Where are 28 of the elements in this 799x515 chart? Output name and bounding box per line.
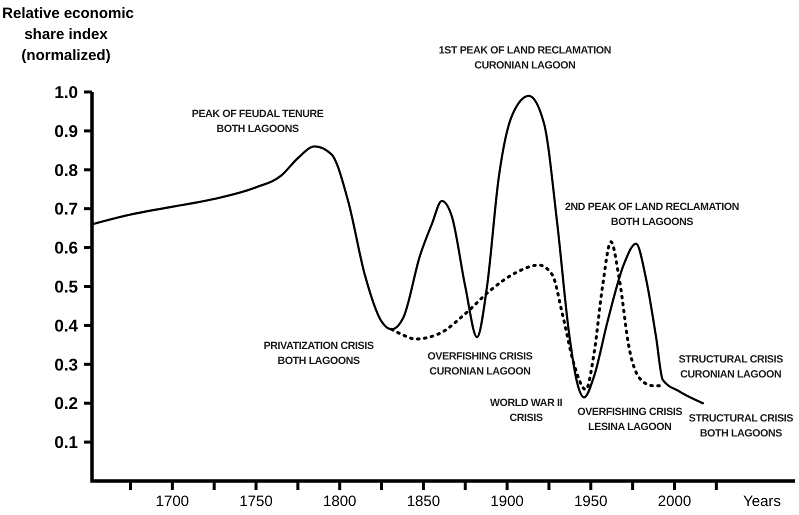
x-tick-label: 2000 [658,493,692,510]
annotation: 1ST PEAK OF LAND RECLAMATION CURONIAN LAGOON [438,44,611,72]
annotation: OVERFISHING CRISIS CURONIAN LAGOON [428,350,533,378]
y-tick-label: 0.2 [54,394,78,414]
annotation: STRUCTURAL CRISIS CURONIAN LAGOON [678,353,784,380]
annotation: PRIVATIZATION CRISIS BOTH LAGOONS [264,340,374,367]
y-tick-label: 0.9 [54,122,78,141]
annotation: OVERFISHING CRISIS LESINA LAGOON [577,406,682,434]
y-tick-label: 0.1 [54,433,78,452]
y-axis-title: Relative economic share index (normalized) [2,5,134,64]
annotation: WORLD WAR II CRISIS [490,396,563,424]
y-tick-label: 0.5 [54,277,78,296]
annotation: STRUCTURAL CRISIS BOTH LAGOONS [688,412,794,440]
y-tick-label: 0.6 [54,238,78,258]
y-tick-label: 0.3 [54,355,78,374]
x-tick-label: 1950 [574,493,608,510]
annotation: PEAK OF FEUDAL TENURE BOTH LAGOONS [192,108,324,135]
y-tick-label: 0.7 [54,200,78,219]
x-tick-label: 1750 [239,493,273,510]
annotation: 2ND PEAK OF LAND RECLAMATION BOTH LAGOONS [564,201,739,228]
y-tick-label: 1.0 [54,82,78,102]
x-axis-title: Years [743,493,781,510]
x-tick-label: 1850 [406,493,440,510]
y-tick-label: 0.4 [54,316,79,336]
x-tick-label: 1800 [323,493,356,510]
y-tick-label: 0.8 [54,160,78,180]
x-tick-label: 1900 [490,493,524,510]
x-tick-label: 1700 [156,493,190,510]
